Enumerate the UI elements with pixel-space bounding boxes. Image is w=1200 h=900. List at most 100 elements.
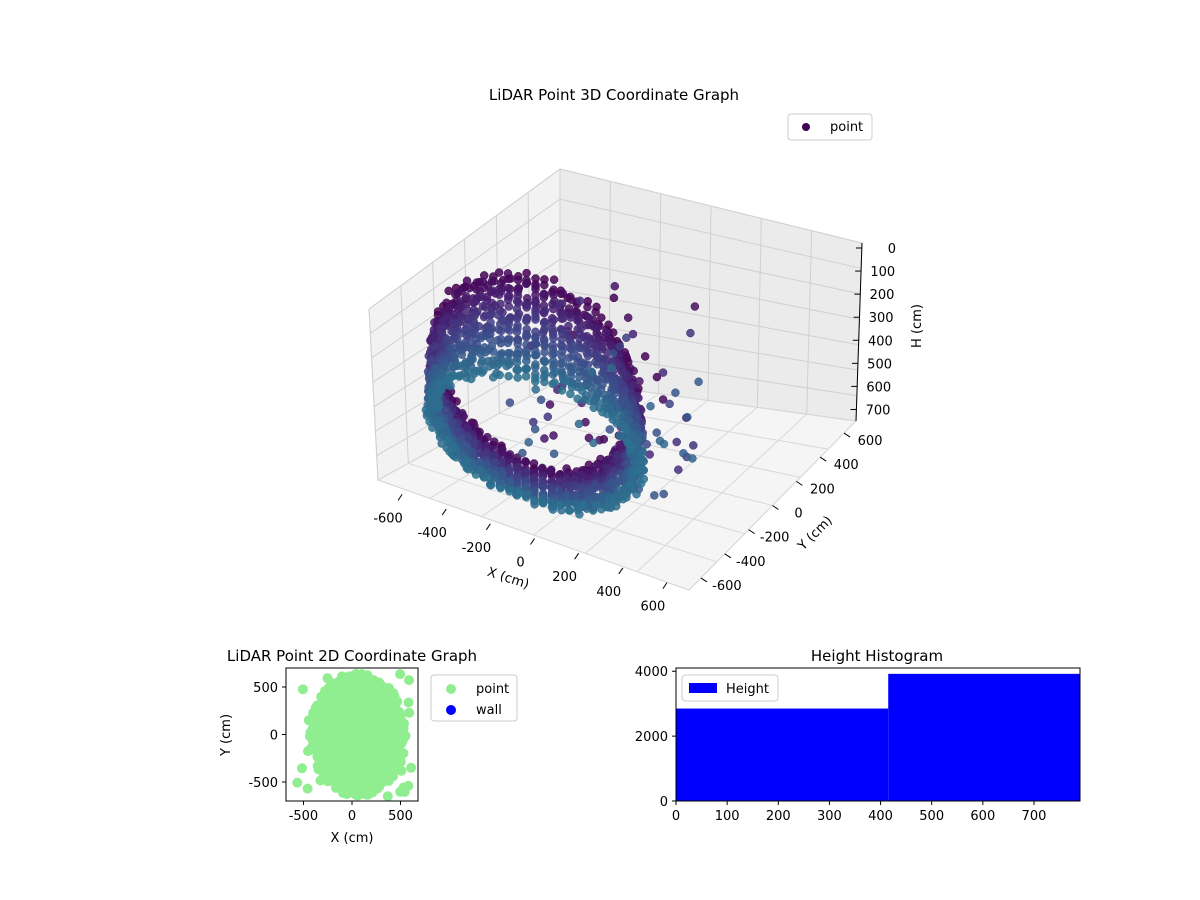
point-2d	[344, 747, 354, 758]
chart-2d-legend-marker-point	[446, 684, 456, 694]
point-3d	[546, 496, 556, 506]
point-2d	[297, 763, 307, 774]
point-3d	[524, 438, 533, 447]
point-3d	[690, 302, 700, 311]
grid-line-left-wall	[368, 308, 379, 481]
point-2d	[292, 777, 303, 788]
point-2d	[329, 746, 340, 757]
x-tick-label-3d: 0	[516, 556, 524, 571]
point-3d	[493, 354, 503, 363]
y-tick-mark-3d	[843, 432, 851, 438]
point-3d	[494, 311, 503, 320]
point-3d	[530, 496, 539, 506]
point-3d	[455, 297, 465, 306]
point-3d	[598, 369, 607, 378]
point-3d	[584, 313, 593, 322]
point-3d	[557, 386, 567, 395]
point-3d	[513, 473, 523, 482]
x-tick-mark-3d	[485, 523, 491, 531]
point-3d	[475, 458, 484, 468]
point-3d	[521, 364, 530, 374]
chart-2d-legend-label-point: point	[476, 682, 509, 697]
point-3d	[550, 348, 559, 358]
x-tick-label-2d: 0	[348, 809, 356, 824]
point-3d	[605, 425, 615, 434]
point-3d	[540, 306, 550, 315]
chart-2d-ylabel: Y (cm)	[219, 714, 234, 757]
point-3d	[558, 342, 567, 351]
point-3d	[504, 348, 513, 358]
point-2d	[378, 685, 389, 696]
point-3d	[426, 358, 435, 367]
z-tick-label-3d: 300	[869, 311, 894, 326]
point-3d	[513, 373, 522, 382]
grid-line-right-horizontal	[559, 258, 860, 320]
point-2d	[404, 675, 414, 686]
point-3d	[476, 466, 485, 475]
point-3d	[597, 313, 606, 322]
point-3d	[477, 368, 487, 377]
point-3d	[538, 498, 548, 508]
point-3d	[592, 324, 601, 333]
point-3d	[593, 388, 602, 398]
point-3d	[549, 275, 559, 284]
point-2d	[331, 768, 342, 779]
grid-line-right-wall	[756, 218, 762, 408]
point-3d	[490, 470, 499, 479]
point-3d	[514, 489, 523, 498]
point-3d	[615, 342, 625, 351]
point-3d	[461, 324, 471, 334]
point-3d	[597, 344, 607, 354]
point-3d	[476, 333, 486, 343]
point-3d	[448, 318, 457, 328]
point-2d	[396, 765, 407, 776]
chart-2d-legend-marker-wall	[446, 705, 456, 715]
point-3d	[512, 296, 522, 306]
point-3d	[587, 367, 596, 377]
point-3d	[482, 460, 492, 469]
point-3d	[584, 486, 593, 496]
point-3d	[608, 412, 618, 421]
point-3d	[628, 442, 637, 452]
point-3d	[503, 324, 512, 333]
point-3d	[431, 363, 440, 373]
point-2d	[370, 697, 381, 708]
point-3d	[620, 424, 630, 434]
point-3d	[623, 313, 633, 322]
chart-3d-legend-marker-point	[802, 123, 810, 131]
point-3d	[484, 345, 494, 354]
point-3d	[590, 334, 600, 343]
point-3d	[452, 397, 461, 406]
point-3d	[568, 364, 578, 374]
chart-2d-points	[292, 668, 417, 801]
point-3d	[620, 386, 629, 396]
point-3d	[645, 450, 654, 459]
point-3d	[456, 317, 465, 327]
point-3d	[607, 341, 616, 350]
point-2d	[375, 735, 385, 746]
point-3d	[566, 389, 575, 399]
point-3d	[482, 441, 491, 450]
point-3d	[646, 401, 655, 411]
point-2d	[399, 786, 410, 797]
point-3d	[637, 449, 647, 459]
point-3d	[592, 396, 602, 406]
grid-line-right-wall	[658, 193, 662, 394]
point-3d	[497, 471, 507, 480]
x-tick-label-3d: 600	[641, 600, 666, 615]
point-3d	[494, 325, 504, 334]
x-tick-label-2d: 500	[388, 809, 413, 824]
histogram-bar	[676, 708, 889, 801]
point-3d	[470, 369, 479, 378]
y-tick-label-3d: -600	[712, 579, 742, 594]
y-tick-label-2d: -500	[248, 776, 278, 791]
point-3d	[608, 376, 618, 385]
point-3d	[570, 491, 580, 500]
histogram-x-tick-label: 400	[868, 809, 893, 824]
point-3d	[672, 437, 681, 447]
histogram-ticks: 0 100 200 300 400 500 600 700 0 2000 4000	[635, 665, 1046, 824]
point-3d	[437, 324, 446, 333]
point-3d	[623, 437, 632, 446]
point-2d	[404, 707, 415, 718]
point-3d	[593, 376, 603, 385]
